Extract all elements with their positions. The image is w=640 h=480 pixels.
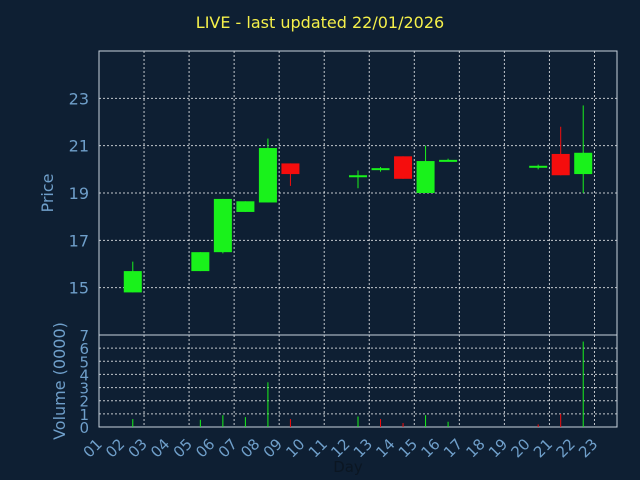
volume-tick-label: 3 [79, 380, 89, 398]
day-tick-label: 23 [575, 435, 601, 461]
price-tick-label: 23 [69, 89, 89, 108]
day-axis-label: Day [333, 458, 363, 476]
price-tick-label: 17 [69, 231, 89, 250]
candle-body [213, 198, 232, 253]
price-tick-label: 15 [69, 279, 89, 298]
candle-body [529, 165, 548, 168]
volume-tick-label: 7 [79, 327, 89, 345]
candle-body [439, 159, 458, 162]
price-tick-label: 21 [69, 137, 89, 156]
candle-body [348, 175, 368, 178]
chart-title: LIVE - last updated 22/01/2026 [195, 13, 445, 32]
price-tick-label: 19 [69, 184, 89, 203]
candle-body [281, 163, 300, 175]
candle-body [551, 153, 570, 176]
volume-tick-label: 2 [79, 393, 89, 411]
candle-body [574, 152, 593, 175]
candle-body [258, 148, 277, 203]
price-axis-label: Price [38, 173, 57, 212]
volume-tick-label: 4 [79, 366, 89, 384]
volume-axis-label: Volume (0000) [50, 322, 69, 440]
candle-body [236, 201, 255, 212]
volume-tick-label: 1 [79, 406, 89, 424]
candle-body [371, 168, 390, 171]
candle-body [416, 161, 435, 193]
candle-body [191, 252, 210, 272]
volume-panel-frame [98, 334, 618, 428]
volume-tick-label: 0 [79, 419, 89, 437]
candle-body [394, 156, 413, 179]
volume-tick-label: 6 [79, 340, 89, 358]
volume-tick-label: 5 [79, 353, 89, 371]
candle-body [123, 271, 142, 293]
